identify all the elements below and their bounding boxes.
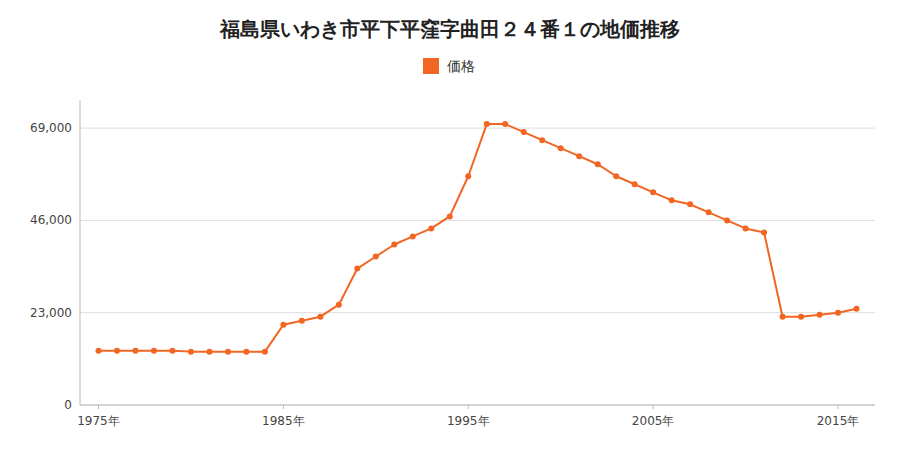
point (428, 225, 434, 231)
chart: 福島県いわき市平下平窪字曲田２４番１の地価推移価格 0 23,000 46,000 69… (0, 0, 900, 450)
point (539, 137, 545, 143)
point (743, 225, 749, 231)
point (761, 229, 767, 235)
chart-container: 福島県いわき市平下平窪字曲田２４番１の地価推移価格 0 23,000 46,000 69… (0, 0, 900, 450)
point (243, 349, 249, 355)
grid-line (80, 405, 875, 406)
point (613, 173, 619, 179)
point (595, 161, 601, 167)
point (410, 233, 416, 239)
legend-label: 価格 (447, 58, 475, 74)
point (225, 349, 231, 355)
point (706, 209, 712, 215)
point (632, 181, 638, 187)
point (521, 129, 527, 135)
point (373, 254, 379, 260)
point (484, 121, 490, 127)
y-axis-line (80, 100, 81, 405)
x-tick-label: 1985年 (262, 414, 305, 428)
point (317, 314, 323, 320)
point (151, 348, 157, 354)
point (835, 310, 841, 316)
point (669, 197, 675, 203)
grid-line (80, 312, 875, 313)
x-axis: 1975年 1985年 1995年 2005年 2015年 (77, 405, 875, 428)
point (502, 121, 508, 127)
point (558, 145, 564, 151)
point (206, 349, 212, 355)
point (95, 348, 101, 354)
x-axis-line (80, 405, 875, 406)
y-tick-label: 69,000 (30, 121, 72, 135)
y-tick-label: 0 (64, 398, 72, 412)
x-tick (653, 405, 654, 409)
point (817, 312, 823, 318)
point (687, 201, 693, 207)
x-tick (468, 405, 469, 409)
grid-line (80, 220, 875, 221)
y-axis: 0 23,000 46,000 69,000 (30, 100, 875, 412)
point (188, 349, 194, 355)
x-tick-label: 1995年 (447, 414, 490, 428)
point (724, 217, 730, 223)
point (650, 189, 656, 195)
title: 福島県いわき市平下平窪字曲田２４番１の地価推移 (219, 17, 680, 41)
x-tick (98, 405, 99, 409)
legend-swatch (423, 58, 439, 74)
point (354, 266, 360, 272)
point (465, 173, 471, 179)
x-tick-label: 1975年 (77, 414, 120, 428)
point (447, 213, 453, 219)
point (854, 306, 860, 312)
x-tick (838, 405, 839, 409)
point (299, 318, 305, 324)
point (391, 241, 397, 247)
grid-line (80, 128, 875, 129)
point (169, 348, 175, 354)
legend: 価格 (423, 58, 475, 74)
point (780, 314, 786, 320)
point (280, 322, 286, 328)
point (132, 348, 138, 354)
plot-area (95, 121, 859, 355)
x-tick-label: 2005年 (632, 414, 675, 428)
point (336, 302, 342, 308)
x-tick (283, 405, 284, 409)
x-tick-label: 2015年 (817, 414, 860, 428)
y-tick-label: 46,000 (30, 213, 72, 227)
point (262, 349, 268, 355)
line (98, 124, 856, 352)
point (798, 314, 804, 320)
point (576, 153, 582, 159)
point (114, 348, 120, 354)
y-tick-label: 23,000 (30, 306, 72, 320)
